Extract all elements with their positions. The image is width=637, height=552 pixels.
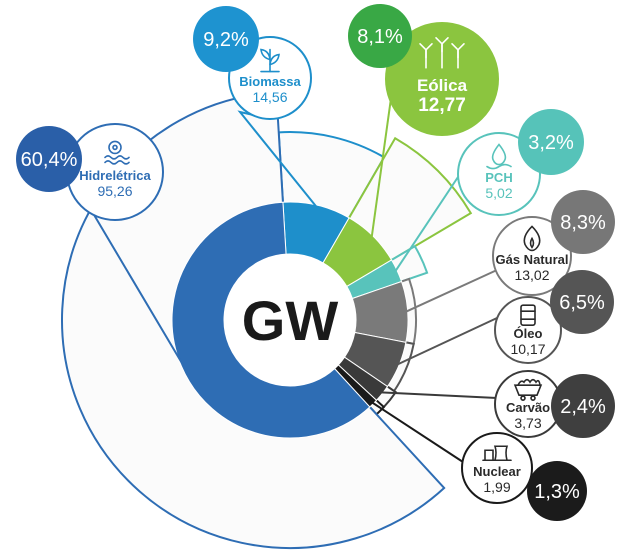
connector-water-drop — [394, 167, 465, 272]
percent-badge-nuclear-plant — [527, 461, 587, 521]
center-label: GW — [242, 289, 339, 352]
center-circle — [224, 254, 356, 386]
label-bubble-water-drop — [457, 132, 541, 216]
category-label: Gás Natural — [496, 252, 569, 267]
oil-barrel-icon — [520, 304, 536, 326]
percent-badge-hydro — [16, 126, 82, 192]
label-bubble-flame — [492, 216, 572, 296]
connector-coal-cart — [380, 391, 498, 399]
percent-label: 60,4% — [21, 149, 78, 171]
value-label: 14,56 — [252, 89, 287, 105]
category-label: Biomassa — [239, 74, 301, 89]
category-label: Nuclear — [473, 464, 521, 479]
water-drop-icon — [486, 143, 512, 170]
wind-turbine-icon — [419, 37, 465, 69]
connector-wind-turbine — [370, 90, 393, 238]
label-bubble-nuclear-plant — [461, 432, 533, 504]
category-label: Eólica — [417, 76, 468, 95]
flame-icon — [523, 225, 541, 252]
label-bubble-oil-barrel — [494, 296, 562, 364]
value-label: 95,26 — [97, 183, 132, 199]
value-label: 12,77 — [418, 95, 466, 116]
value-label: 5,02 — [485, 185, 512, 201]
percent-label: 3,2% — [528, 132, 574, 154]
connector-flame — [405, 269, 498, 313]
percent-label: 2,4% — [560, 396, 606, 418]
connector-nuclear-plant — [371, 401, 464, 463]
coal-cart-icon — [513, 378, 543, 401]
category-label: Óleo — [514, 326, 543, 341]
value-label: 1,99 — [483, 479, 510, 495]
label-bubble-wind-turbine — [385, 22, 499, 136]
connector-oil-barrel — [396, 317, 498, 366]
nuclear-plant-icon — [482, 445, 512, 462]
value-label: 10,17 — [510, 341, 545, 357]
value-label: 3,73 — [514, 415, 541, 431]
percent-badge-water-drop — [518, 109, 584, 175]
percent-badge-biomass — [193, 6, 259, 72]
value-label: 13,02 — [514, 267, 549, 283]
category-label: PCH — [485, 170, 512, 185]
percent-label: 1,3% — [534, 481, 580, 503]
biomass-icon — [260, 48, 280, 73]
percent-label: 8,1% — [357, 26, 403, 48]
category-label: Carvão — [506, 400, 550, 415]
category-label: Hidrelétrica — [79, 168, 151, 183]
percent-badge-coal-cart — [551, 374, 615, 438]
percent-label: 8,3% — [560, 212, 606, 234]
percent-badge-wind-turbine — [348, 4, 412, 68]
hydro-icon — [104, 140, 130, 165]
percent-badge-oil-barrel — [550, 270, 614, 334]
percent-label: 6,5% — [559, 292, 605, 314]
percent-badge-flame — [551, 190, 615, 254]
percent-label: 9,2% — [203, 29, 249, 51]
